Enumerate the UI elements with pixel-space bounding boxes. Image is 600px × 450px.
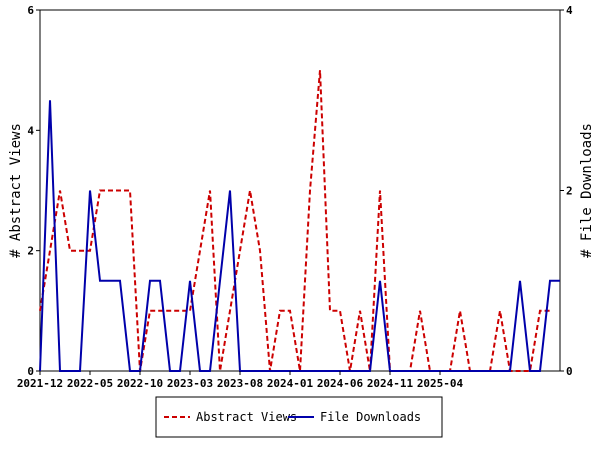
legend-file-downloads-label: File Downloads xyxy=(320,410,421,424)
right-tick-label: 4 xyxy=(566,4,573,17)
right-axis-title: # File Downloads xyxy=(579,123,595,258)
x-tick-label: 2024-11 xyxy=(367,377,414,390)
right-y-axis: 0 2 4 xyxy=(560,4,573,378)
x-axis: 2021-12 2022-05 2022-10 2023-03 2023-08 2024-… xyxy=(17,371,464,390)
x-tick-label: 2023-08 xyxy=(217,377,263,390)
left-tick-label: 6 xyxy=(27,4,34,17)
legend: Abstract Views File Downloads xyxy=(155,396,443,438)
left-y-axis: 0 2 4 6 xyxy=(27,4,40,378)
x-tick-label: 2022-05 xyxy=(67,377,113,390)
legend-abstract-views-label: Abstract Views xyxy=(196,410,297,424)
right-tick-label: 0 xyxy=(566,365,573,378)
x-tick-label: 2025-04 xyxy=(417,377,464,390)
left-tick-label: 0 xyxy=(27,365,34,378)
left-tick-label: 4 xyxy=(27,124,34,137)
x-tick-label: 2021-12 xyxy=(17,377,63,390)
series-line-abstract-views xyxy=(39,70,550,372)
x-tick-label: 2024-01 xyxy=(267,377,314,390)
left-axis-title: # Abstract Views xyxy=(8,123,24,258)
series-line-file-downloads xyxy=(39,100,560,372)
series-layer xyxy=(39,70,560,372)
x-tick-label: 2023-03 xyxy=(167,377,213,390)
x-tick-label: 2022-10 xyxy=(117,377,163,390)
left-tick-label: 2 xyxy=(27,245,34,258)
plot-area xyxy=(39,9,561,372)
x-tick-label: 2024-06 xyxy=(317,377,364,390)
right-tick-label: 2 xyxy=(566,185,573,198)
